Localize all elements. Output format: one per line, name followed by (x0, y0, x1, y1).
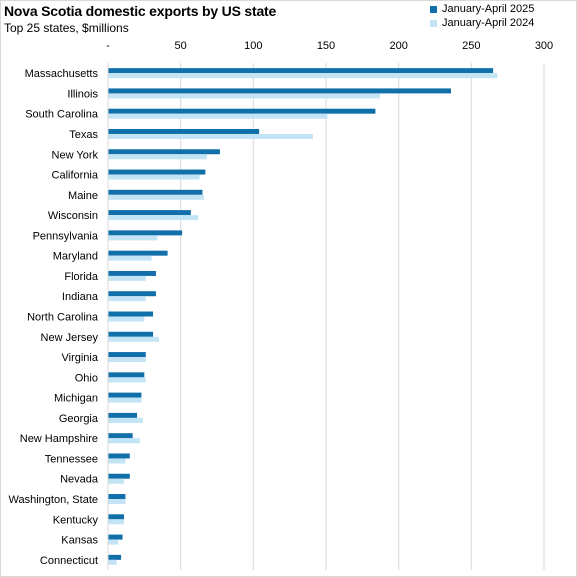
bar-2024 (108, 336, 159, 342)
x-tick-label: 150 (317, 40, 335, 52)
bar-2025 (108, 392, 142, 398)
bar-2024 (108, 499, 126, 505)
bar-2024 (108, 438, 140, 444)
bar-2025 (108, 189, 203, 195)
legend-item-2024: January-April 2024 (430, 16, 534, 30)
category-label: Massachusetts (25, 68, 99, 80)
chart-title: Nova Scotia domestic exports by US state (4, 3, 277, 19)
bar-2025 (108, 412, 138, 418)
bar-2024 (108, 194, 204, 200)
x-tick-label: 200 (389, 40, 407, 52)
category-label: Georgia (59, 413, 99, 425)
bar-2025 (108, 291, 156, 297)
category-label: California (52, 170, 99, 182)
bar-2024 (108, 235, 158, 241)
legend-item-2025: January-April 2025 (430, 2, 534, 16)
category-label: Pennsylvania (33, 230, 99, 242)
bar-2024 (108, 539, 119, 545)
category-label: Connecticut (40, 555, 98, 567)
bar-2025 (108, 230, 183, 236)
bar-2025 (108, 169, 206, 175)
bar-2025 (108, 433, 133, 439)
category-label: South Carolina (25, 109, 99, 121)
category-label: New Hampshire (20, 433, 98, 445)
bar-2024 (108, 296, 146, 302)
category-label: North Carolina (27, 312, 99, 324)
category-label: Nevada (60, 474, 99, 486)
bar-2024 (108, 519, 124, 525)
bar-2024 (108, 417, 143, 423)
chart-legend: January-April 2025 January-April 2024 (430, 2, 534, 30)
category-label: Maine (68, 190, 98, 202)
bar-2025 (108, 554, 122, 560)
chart-subtitle: Top 25 states, $millions (4, 21, 129, 35)
category-label: Wisconsin (48, 210, 98, 222)
legend-swatch-2025 (430, 5, 437, 13)
bar-2025 (108, 270, 156, 276)
bar-2025 (108, 210, 191, 216)
bar-2025 (108, 250, 168, 256)
bar-2024 (108, 357, 146, 363)
bar-2024 (108, 275, 146, 281)
x-tick-label: 100 (244, 40, 262, 52)
bar-2025 (108, 372, 145, 378)
bar-2024 (108, 133, 313, 139)
bar-2024 (108, 174, 200, 180)
category-label: Michigan (54, 393, 98, 405)
bar-2024 (108, 458, 126, 464)
bar-2025 (108, 108, 376, 114)
bar-2024 (108, 215, 199, 221)
bar-2024 (108, 255, 152, 261)
category-label: Maryland (53, 251, 98, 263)
bar-2025 (108, 128, 260, 134)
bar-2024 (108, 73, 498, 79)
category-label: Indiana (62, 291, 99, 303)
x-tick-label: 250 (462, 40, 480, 52)
x-tick-label: 300 (535, 40, 553, 52)
x-tick-label: 50 (175, 40, 187, 52)
bar-2024 (108, 93, 380, 99)
bar-2024 (108, 316, 145, 322)
category-label: Texas (69, 129, 98, 141)
bar-2025 (108, 473, 130, 479)
bar-2025 (108, 331, 154, 337)
bar-2025 (108, 311, 154, 317)
bar-2024 (108, 377, 146, 383)
category-label: New York (52, 149, 99, 161)
category-label: Florida (64, 271, 99, 283)
bar-2025 (108, 494, 126, 500)
category-label: New Jersey (41, 332, 99, 344)
bar-2024 (108, 478, 124, 484)
legend-label-2025: January-April 2025 (442, 3, 535, 15)
category-label: Washington, State (9, 494, 98, 506)
category-label: Kansas (61, 535, 98, 547)
bar-2024 (108, 113, 328, 119)
bar-2025 (108, 68, 494, 74)
category-label: Virginia (62, 352, 99, 364)
bar-2024 (108, 559, 117, 565)
category-label: Tennessee (45, 453, 98, 465)
legend-swatch-2024 (430, 19, 437, 27)
bar-2025 (108, 88, 451, 94)
bar-2025 (108, 534, 123, 540)
bar-2025 (108, 453, 130, 459)
category-label: Kentucky (53, 514, 99, 526)
category-label: Ohio (75, 372, 98, 384)
category-label: Illinois (67, 88, 98, 100)
x-tick-label: - (106, 40, 110, 52)
legend-label-2024: January-April 2024 (442, 17, 535, 29)
bar-2024 (108, 154, 207, 160)
bar-2025 (108, 352, 146, 358)
bar-2024 (108, 397, 142, 403)
bar-2025 (108, 149, 220, 155)
bar-2025 (108, 514, 124, 520)
